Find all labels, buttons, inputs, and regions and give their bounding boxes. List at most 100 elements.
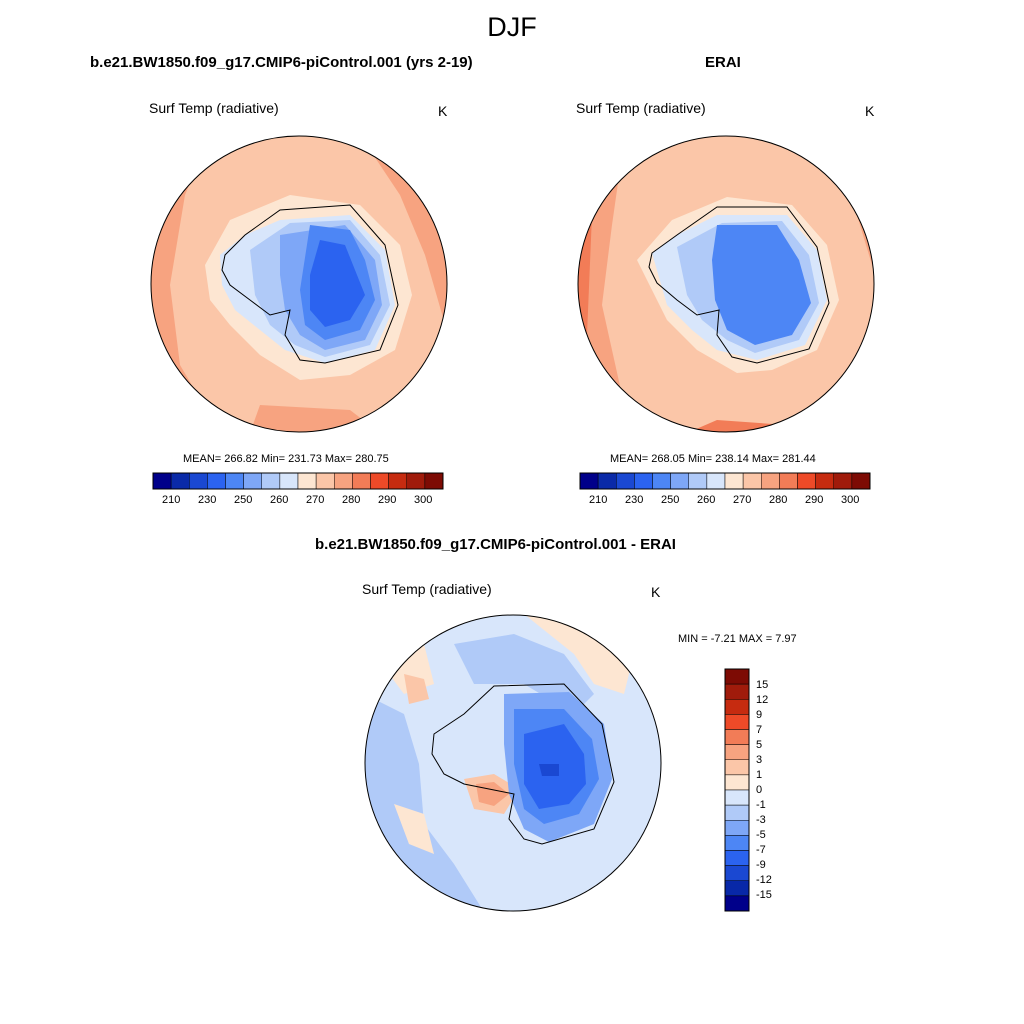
colorbar-tick-label: 280 bbox=[342, 494, 361, 506]
colorbar-tick-label: -12 bbox=[756, 874, 772, 886]
colorbar-swatch bbox=[706, 472, 726, 490]
map-field bbox=[404, 674, 429, 704]
panel-3-colorbar bbox=[724, 668, 750, 912]
colorbar-tick-label: -1 bbox=[756, 799, 766, 811]
colorbar-swatch bbox=[243, 472, 262, 490]
colorbar-tick-label: 3 bbox=[756, 754, 763, 766]
colorbar-tick-label: -7 bbox=[756, 844, 766, 856]
coastline bbox=[431, 683, 615, 845]
map-field bbox=[310, 240, 365, 327]
colorbar-tick-label: 300 bbox=[841, 494, 860, 506]
panel-2-map bbox=[577, 135, 875, 433]
colorbar-tick-label: 230 bbox=[625, 494, 644, 506]
colorbar-swatch bbox=[388, 472, 407, 490]
colorbar-tick-label: 5 bbox=[756, 739, 763, 751]
panel-1-map bbox=[150, 135, 448, 433]
colorbar-swatch bbox=[189, 472, 208, 490]
colorbar-tick-label: 210 bbox=[162, 494, 181, 506]
colorbar-swatch bbox=[724, 774, 750, 791]
map-field bbox=[394, 804, 434, 854]
colorbar-tick-label: -15 bbox=[756, 889, 772, 901]
colorbar-tick-label: 280 bbox=[769, 494, 788, 506]
map-field bbox=[712, 225, 811, 345]
panel-2-stats: MEAN= 268.05 Min= 238.14 Max= 281.44 bbox=[610, 453, 816, 465]
colorbar-swatch bbox=[352, 472, 371, 490]
colorbar-swatch bbox=[724, 880, 750, 897]
colorbar-tick-label: 290 bbox=[378, 494, 397, 506]
colorbar-tick-label: -3 bbox=[756, 814, 766, 826]
colorbar-tick-label: 1 bbox=[756, 769, 763, 781]
colorbar-swatch bbox=[724, 714, 750, 730]
colorbar-swatch bbox=[797, 472, 816, 490]
colorbar-swatch bbox=[616, 472, 635, 490]
colorbar-tick-label: -9 bbox=[756, 859, 766, 871]
panel-3-title: b.e21.BW1850.f09_g17.CMIP6-piControl.001… bbox=[315, 536, 676, 553]
colorbar-swatch bbox=[261, 472, 281, 490]
colorbar-swatch bbox=[851, 472, 871, 490]
colorbar-swatch bbox=[724, 835, 750, 851]
panel-2-units: K bbox=[865, 103, 875, 119]
figure-title: DJF bbox=[487, 12, 537, 42]
panel-1-stats: MEAN= 266.82 Min= 231.73 Max= 280.75 bbox=[183, 453, 389, 465]
colorbar-swatch bbox=[724, 789, 750, 806]
colorbar-swatch bbox=[152, 472, 172, 490]
panel-3-units: K bbox=[651, 584, 661, 600]
colorbar-tick-label: 9 bbox=[756, 709, 763, 721]
colorbar-tick-label: 300 bbox=[414, 494, 433, 506]
colorbar-tick-label: 270 bbox=[733, 494, 752, 506]
colorbar-swatch bbox=[724, 744, 750, 760]
colorbar-swatch bbox=[724, 472, 744, 490]
colorbar-swatch bbox=[724, 759, 750, 776]
colorbar-swatch bbox=[634, 472, 653, 490]
colorbar-swatch bbox=[297, 472, 317, 490]
colorbar-swatch bbox=[406, 472, 426, 490]
colorbar-swatch bbox=[724, 804, 750, 821]
colorbar-swatch bbox=[652, 472, 671, 490]
colorbar-swatch bbox=[779, 472, 798, 490]
colorbar-tick-label: 250 bbox=[234, 494, 253, 506]
colorbar-tick-label: 250 bbox=[661, 494, 680, 506]
colorbar-swatch bbox=[833, 472, 853, 490]
coastline bbox=[648, 206, 830, 364]
colorbar-swatch bbox=[742, 472, 762, 490]
panel-3-stats: MIN = -7.21 MAX = 7.97 bbox=[678, 633, 797, 645]
colorbar-swatch bbox=[170, 472, 190, 490]
coastline bbox=[221, 204, 399, 364]
panel-2-colorbar bbox=[579, 472, 871, 490]
colorbar-swatch bbox=[724, 850, 750, 866]
colorbar-swatch bbox=[225, 472, 244, 490]
colorbar-tick-label: 12 bbox=[756, 694, 769, 706]
colorbar-tick-label: 0 bbox=[756, 784, 763, 796]
colorbar-swatch bbox=[724, 820, 750, 836]
colorbar-swatch bbox=[724, 668, 750, 685]
colorbar-swatch bbox=[815, 472, 834, 490]
colorbar-tick-label: 210 bbox=[589, 494, 608, 506]
panel-2-title: ERAI bbox=[705, 54, 741, 71]
panel-1-units: K bbox=[438, 103, 448, 119]
map-field bbox=[539, 764, 559, 776]
panel-1-variable: Surf Temp (radiative) bbox=[149, 100, 279, 116]
colorbar-swatch bbox=[724, 865, 750, 881]
colorbar-swatch bbox=[207, 472, 226, 490]
colorbar-swatch bbox=[279, 472, 299, 490]
panel-2-variable: Surf Temp (radiative) bbox=[576, 100, 706, 116]
colorbar-tick-label: 260 bbox=[697, 494, 716, 506]
colorbar-tick-label: 7 bbox=[756, 724, 763, 736]
panel-3-map bbox=[364, 614, 662, 912]
colorbar-swatch bbox=[724, 895, 750, 912]
colorbar-swatch bbox=[597, 472, 617, 490]
colorbar-swatch bbox=[315, 472, 335, 490]
colorbar-swatch bbox=[670, 472, 689, 490]
colorbar-tick-label: 260 bbox=[270, 494, 289, 506]
colorbar-swatch bbox=[370, 472, 389, 490]
colorbar-tick-label: 290 bbox=[805, 494, 824, 506]
colorbar-swatch bbox=[724, 699, 750, 715]
colorbar-tick-label: 15 bbox=[756, 679, 769, 691]
colorbar-swatch bbox=[334, 472, 353, 490]
colorbar-tick-label: -5 bbox=[756, 829, 766, 841]
panel-1-colorbar bbox=[152, 472, 444, 490]
colorbar-swatch bbox=[424, 472, 444, 490]
colorbar-swatch bbox=[724, 729, 750, 745]
panel-1-title: b.e21.BW1850.f09_g17.CMIP6-piControl.001… bbox=[90, 54, 473, 71]
colorbar-swatch bbox=[688, 472, 708, 490]
